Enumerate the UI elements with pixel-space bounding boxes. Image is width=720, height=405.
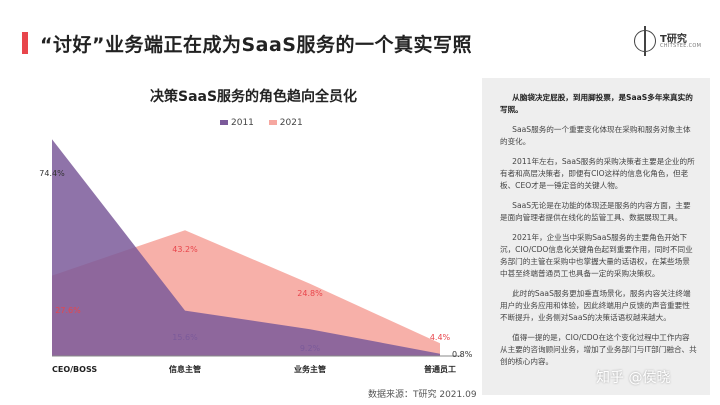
slide-title: “讨好”业务端正在成为SaaS服务的一个真实写照: [40, 34, 472, 56]
commentary-paragraph: 此时的SaaS服务更加垂直场景化，服务内容关注终端用户的业务应用和体验，因此终端…: [500, 289, 691, 322]
commentary-body: 从脑袋决定屁股，到用脚投票，是SaaS多年来真实的写照。 SaaS服务的一个重要…: [500, 92, 697, 376]
chart-title: 决策SaaS服务的角色趋向全员化: [150, 89, 358, 105]
commentary-paragraph: 值得一提的是，CIO/CDO在这个变化过程中工作内容从主要的咨询顾问业务，增加了…: [500, 333, 697, 366]
data-label-2011: 74.4%: [39, 169, 65, 178]
chart-legend: 2011 2021: [220, 118, 315, 128]
data-label-2011: 0.8%: [452, 350, 473, 359]
title-accent-bar: [22, 32, 28, 54]
data-label-2021: 24.8%: [297, 289, 323, 298]
source-note: 数据来源：T研究 2021.09: [368, 390, 477, 400]
logo-name: T研究: [660, 34, 687, 45]
area-series-2011: [52, 139, 440, 356]
legend-label-2021: 2021: [279, 118, 303, 128]
x-tick-label: 普通员工: [424, 364, 456, 374]
legend-item-2011: 2011: [220, 118, 254, 128]
commentary-paragraph: SaaS无论是在功能的体现还是服务的内容方面，主要是面向管理者提供在线化的监管工…: [500, 201, 691, 222]
legend-label-2011: 2011: [231, 118, 254, 128]
commentary-lead: 从脑袋决定屁股，到用脚投票，是SaaS多年来真实的写照。: [500, 93, 693, 114]
commentary-paragraph: SaaS服务的一个重要变化体现在采购和服务对象主体的变化。: [500, 125, 691, 146]
commentary-paragraph: 2011年左右，SaaS服务的采购决策者主要是企业的所有者和高层决策者，即便有C…: [500, 157, 695, 190]
legend-item-2021: 2021: [268, 118, 303, 128]
x-tick-label: 信息主管: [169, 364, 201, 374]
logo-url: CHITSYEE.COM: [660, 43, 702, 49]
commentary-panel: 从脑袋决定屁股，到用脚投票，是SaaS多年来真实的写照。 SaaS服务的一个重要…: [482, 78, 710, 395]
commentary-paragraph: 2021年，企业当中采购SaaS服务的主要角色开始下沉，CIO/CDO信息化关键…: [500, 233, 693, 278]
data-label-2011: 15.6%: [172, 333, 198, 342]
x-tick-label: CEO/BOSS: [52, 365, 97, 374]
data-label-2011: 9.2%: [300, 344, 321, 353]
legend-swatch-2011: [220, 120, 228, 125]
watermark: 知乎 @侯晓: [596, 370, 671, 386]
legend-swatch-2021: [268, 120, 277, 125]
data-label-2021: 27.6%: [55, 306, 81, 315]
logo-icon: [634, 26, 656, 56]
x-tick-label: 业务主管: [294, 364, 326, 374]
logo: T研究 CHITSYEE.COM: [634, 26, 702, 56]
data-label-2021: 43.2%: [172, 245, 198, 254]
data-label-2021: 4.4%: [430, 333, 451, 342]
